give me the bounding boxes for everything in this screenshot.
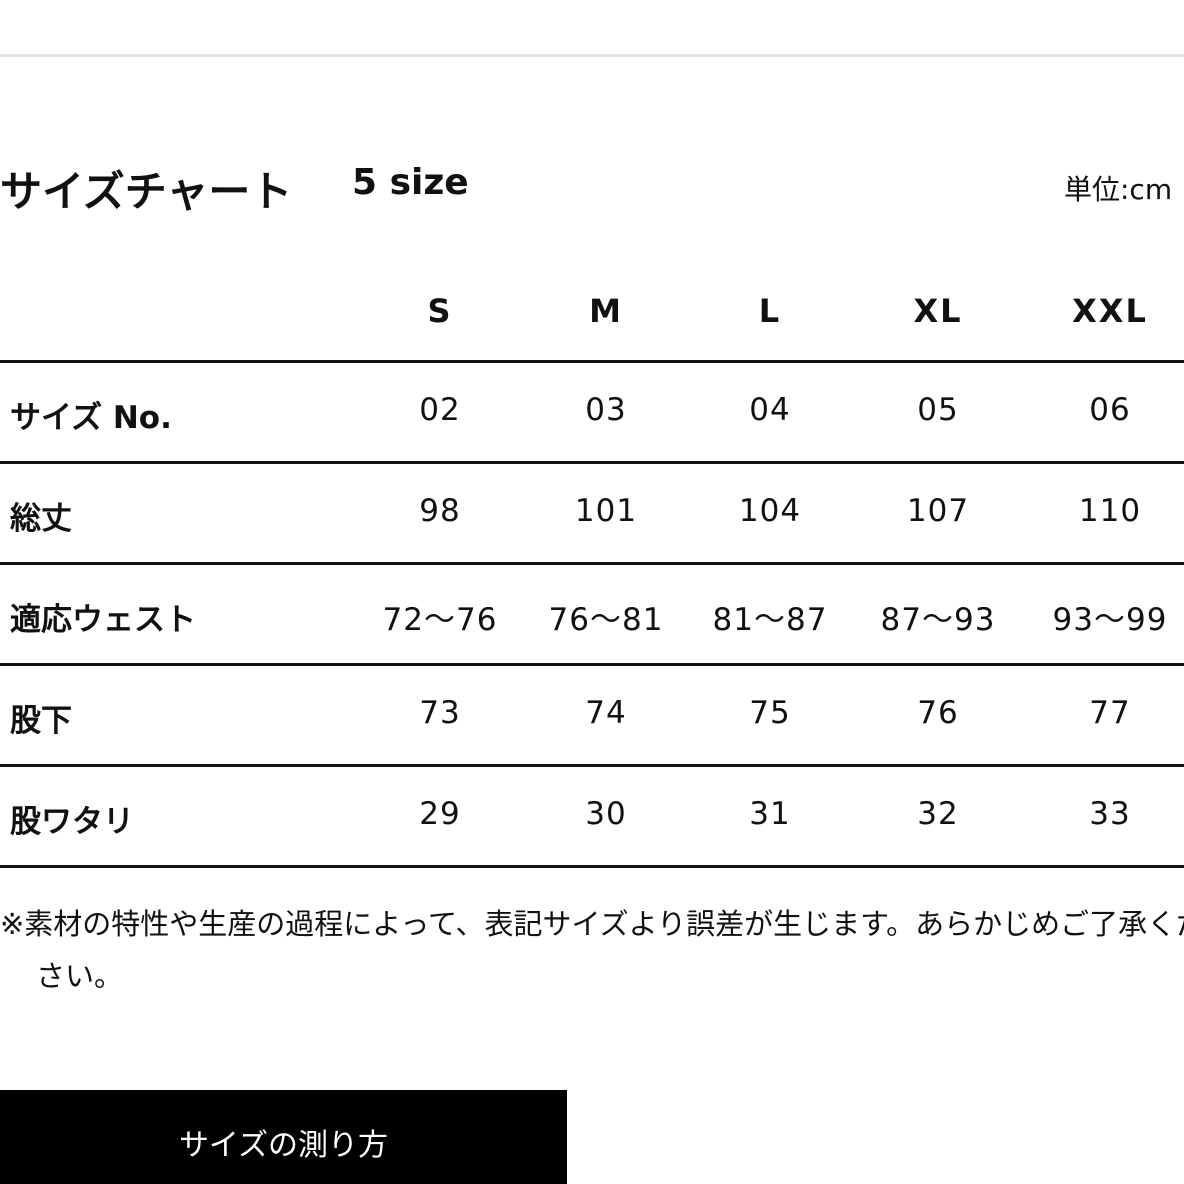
size-count: 5 size [352, 162, 469, 203]
cell: 107 [906, 493, 970, 529]
row-rule [0, 562, 1184, 565]
cell: 32 [917, 796, 959, 832]
cell: 05 [917, 392, 959, 428]
cell: 29 [419, 796, 461, 832]
cell: 98 [419, 493, 461, 529]
cell: 33 [1089, 796, 1131, 832]
column-header: M [589, 292, 623, 330]
row-label: 股ワタリ [10, 804, 134, 840]
cell: 76〜81 [548, 602, 664, 638]
cell: 101 [574, 493, 638, 529]
cell: 30 [585, 796, 627, 832]
cell: 31 [749, 796, 791, 832]
divider [0, 54, 1184, 57]
column-header: S [427, 292, 453, 330]
row-rule [0, 461, 1184, 464]
cell: 06 [1089, 392, 1131, 428]
cell: 02 [419, 392, 461, 428]
row-label: サイズ No. [10, 400, 172, 436]
column-header: XXL [1072, 292, 1148, 330]
cell: 87〜93 [880, 602, 996, 638]
title: サイズチャート [0, 167, 293, 216]
row-rule [0, 764, 1184, 767]
note: ※素材の特性や生産の過程によって、表記サイズより誤差が生じます。あらかじめご了承… [0, 907, 1184, 993]
row-label: 適応ウェスト [10, 602, 196, 638]
cell: 77 [1089, 695, 1131, 731]
cell: 72〜76 [382, 602, 498, 638]
cell: 74 [585, 695, 627, 731]
cell: 03 [585, 392, 627, 428]
unit: 単位:cm [1064, 173, 1173, 206]
row-rule [0, 663, 1184, 666]
cell: 75 [749, 695, 791, 731]
cell: 73 [419, 695, 461, 731]
cell: 110 [1078, 493, 1142, 529]
cell: 76 [917, 695, 959, 731]
row-label: 股下 [10, 703, 72, 739]
row-rule [0, 865, 1184, 868]
cell: 104 [738, 493, 802, 529]
row-rule [0, 360, 1184, 363]
column-header: XL [913, 292, 963, 330]
column-header: L [758, 292, 782, 330]
measure-button[interactable]: サイズの測り方 [0, 1090, 567, 1184]
cell: 81〜87 [712, 602, 828, 638]
cell: 04 [749, 392, 791, 428]
cell: 93〜99 [1052, 602, 1168, 638]
row-label: 総丈 [10, 501, 72, 537]
